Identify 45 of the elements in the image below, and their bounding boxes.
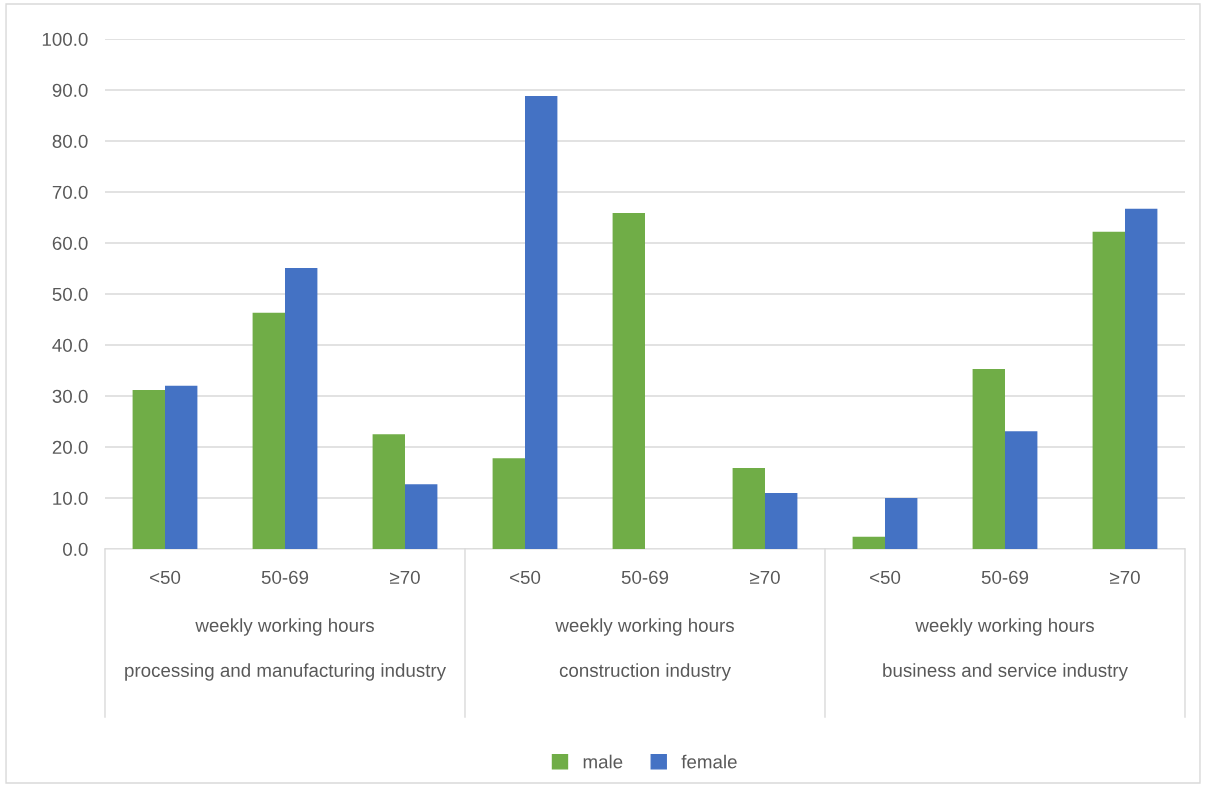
y-tick-label: 80.0 (52, 134, 88, 148)
x-tick-label: 50-69 (981, 570, 1029, 585)
y-tick-label: 30.0 (52, 389, 88, 403)
bar (285, 267, 318, 549)
text: construction industry (559, 663, 731, 681)
bar (1092, 231, 1125, 549)
x-tick-label: ≥70 (1110, 570, 1140, 585)
bar (885, 498, 918, 549)
bar (372, 434, 405, 549)
y-tick-label: 60.0 (52, 236, 88, 250)
bar (252, 312, 285, 549)
bar (765, 492, 798, 549)
bar (1125, 208, 1158, 549)
x-tick-label: 50-69 (261, 570, 309, 585)
x-tick-label: <50 (510, 570, 541, 585)
legend-label: female (681, 754, 737, 769)
x-tick-label: 50-69 (621, 570, 669, 585)
bar (492, 458, 525, 549)
text: weekly working hours (915, 618, 1094, 636)
bar (732, 467, 765, 549)
text: business and service industry (883, 663, 1128, 681)
bar (1005, 431, 1038, 549)
y-tick-label: 100.0 (42, 32, 88, 46)
text: processing and manufacturing industry (125, 663, 446, 681)
x-tick-label: ≥70 (390, 570, 420, 585)
x-tick-label: ≥70 (750, 570, 780, 585)
bar (612, 212, 645, 549)
legend-label: male (583, 754, 623, 769)
text: weekly working hours (195, 618, 374, 636)
y-tick-label: 40.0 (52, 338, 88, 352)
text: weekly working hours (555, 618, 734, 636)
x-tick-label: <50 (150, 570, 181, 585)
y-tick-label: 50.0 (52, 287, 88, 301)
y-tick-label: 10.0 (53, 491, 88, 505)
bar (132, 389, 165, 549)
bar (852, 536, 885, 549)
y-tick-label: 70.0 (52, 185, 88, 199)
x-tick-label: <50 (870, 570, 901, 585)
bar (525, 96, 558, 549)
bar (972, 368, 1005, 549)
bar (405, 484, 438, 549)
y-tick-label: 20.0 (52, 440, 88, 454)
y-tick-label: 0.0 (63, 542, 88, 556)
y-tick-label: 90.0 (52, 83, 88, 97)
bar (165, 385, 198, 549)
